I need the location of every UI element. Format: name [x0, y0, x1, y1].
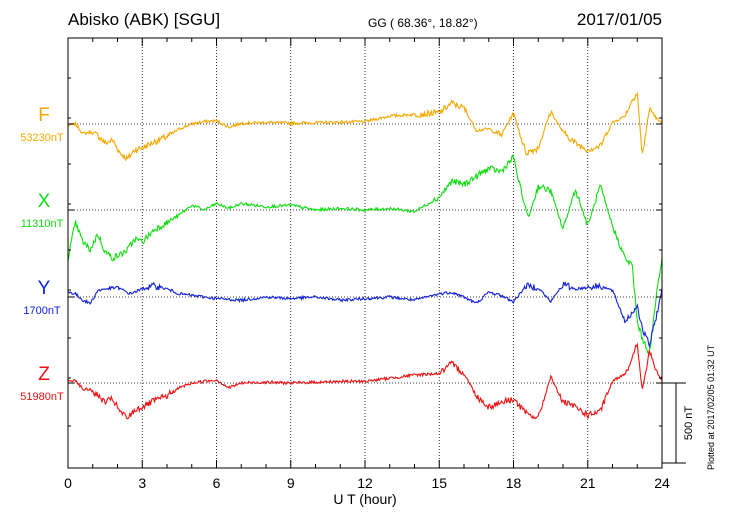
x-tick-label: 9 — [287, 475, 295, 491]
plot-frame — [67, 37, 663, 469]
component-baseline-z: 51980nT — [20, 391, 64, 403]
trace-y — [67, 281, 663, 349]
grid-lines — [68, 38, 662, 468]
trace-f — [67, 91, 663, 162]
x-tick-label: 24 — [654, 475, 670, 491]
x-tick-label: 12 — [357, 475, 373, 491]
scale-bar-label: 500 nT — [683, 406, 695, 441]
component-baseline-f: 53230nT — [20, 132, 64, 144]
x-tick-label: 21 — [580, 475, 596, 491]
trace-x — [67, 154, 663, 355]
x-axis-ticks: 0 3 6 9 12 15 18 21 24 — [64, 38, 670, 491]
component-name-x: X — [38, 191, 51, 212]
date-label: 2017/01/05 — [576, 10, 662, 29]
x-tick-label: 0 — [64, 475, 72, 491]
station-title: Abisko (ABK) [SGU] — [68, 10, 221, 29]
coordinates-label: GG ( 68.36°, 18.82°) — [368, 16, 478, 30]
x-tick-label: 3 — [138, 475, 146, 491]
component-baseline-y: 1700nT — [23, 305, 61, 317]
x-tick-label: 18 — [506, 475, 522, 491]
trace-z — [67, 342, 663, 420]
traces — [67, 91, 663, 420]
component-baseline-x: 11310nT — [21, 218, 64, 230]
component-name-z: Z — [38, 364, 50, 385]
x-tick-label: 15 — [431, 475, 447, 491]
scale-bar: 500 nT — [662, 382, 695, 464]
x-axis-label: U T (hour) — [333, 491, 396, 507]
x-tick-label: 6 — [213, 475, 221, 491]
component-labels: F 53230nT X 11310nT Y 1700nT Z 51980nT — [20, 105, 64, 403]
component-name-y: Y — [38, 278, 51, 299]
component-name-f: F — [38, 105, 50, 126]
